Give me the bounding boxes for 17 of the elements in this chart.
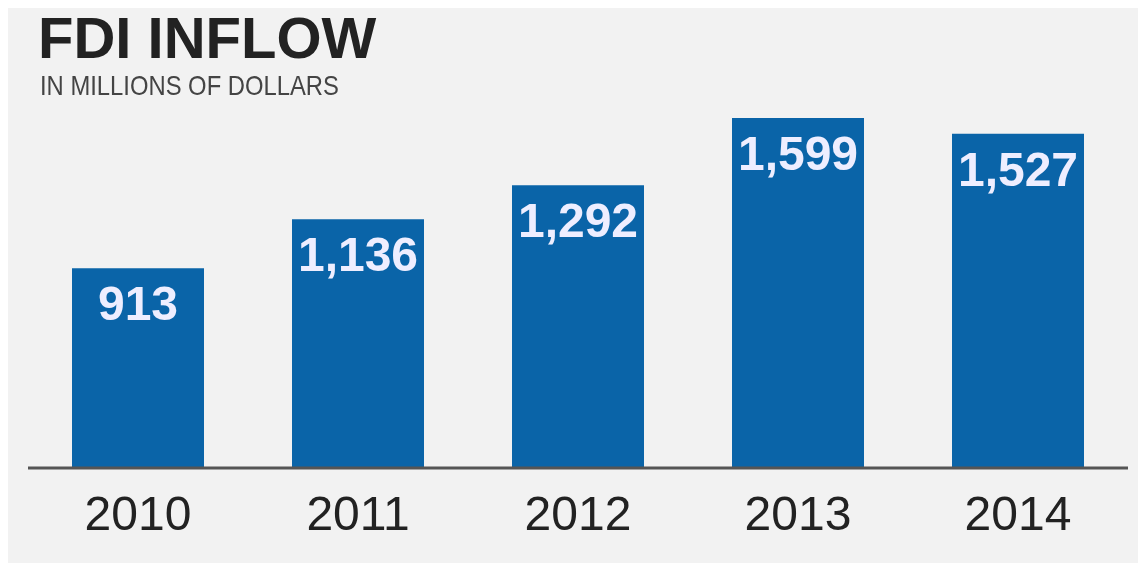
x-tick-label: 2014	[964, 487, 1072, 541]
data-label: 1,527	[957, 142, 1079, 196]
chart-title: FDI INFLOW	[38, 5, 377, 70]
data-label: 913	[97, 277, 179, 331]
bar	[732, 118, 864, 468]
bar	[72, 268, 204, 468]
chart-subtitle: IN MILLIONS OF DOLLARS	[40, 70, 339, 102]
x-tick-label: 2011	[306, 487, 410, 541]
x-tick-label: 2010	[84, 487, 192, 541]
data-label: 1,599	[737, 127, 859, 181]
bar	[952, 133, 1084, 468]
x-tick-label: 2012	[524, 487, 632, 541]
bar	[512, 185, 644, 468]
data-label: 1,292	[517, 194, 639, 248]
x-tick-label: 2013	[744, 487, 852, 541]
bar	[292, 219, 424, 468]
data-label: 1,136	[297, 228, 419, 282]
